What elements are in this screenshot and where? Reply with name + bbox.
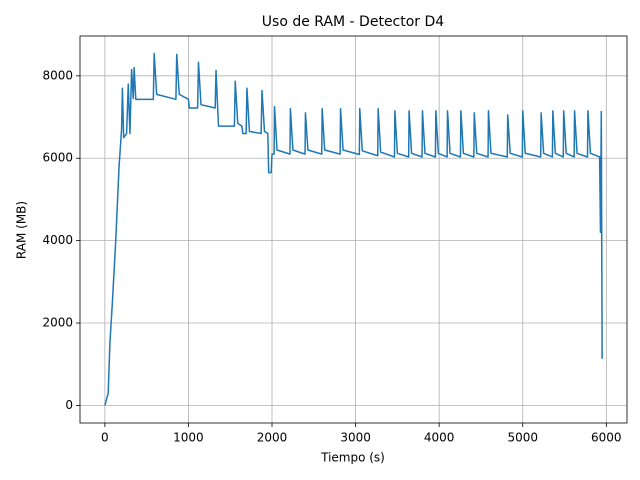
y-tick-label: 0 (65, 398, 73, 412)
x-tick-label: 5000 (507, 431, 538, 445)
data-line (104, 52, 603, 406)
plot-frame (79, 35, 628, 424)
x-tick-label: 3000 (340, 431, 371, 445)
chart-title: Uso de RAM - Detector D4 (262, 14, 445, 30)
y-tick-label: 6000 (42, 151, 73, 165)
x-tick-label: 4000 (424, 431, 455, 445)
y-axis-label: RAM (MB) (15, 201, 29, 259)
y-tick-label: 2000 (42, 316, 73, 330)
x-tick-label: 1000 (173, 431, 204, 445)
x-tick-label: 6000 (591, 431, 622, 445)
x-axis-label: Tiempo (s) (320, 451, 385, 465)
y-tick-label: 8000 (42, 68, 73, 82)
x-tick-label: 0 (101, 431, 109, 445)
y-tick-label: 4000 (42, 233, 73, 247)
x-tick-label: 2000 (257, 431, 288, 445)
